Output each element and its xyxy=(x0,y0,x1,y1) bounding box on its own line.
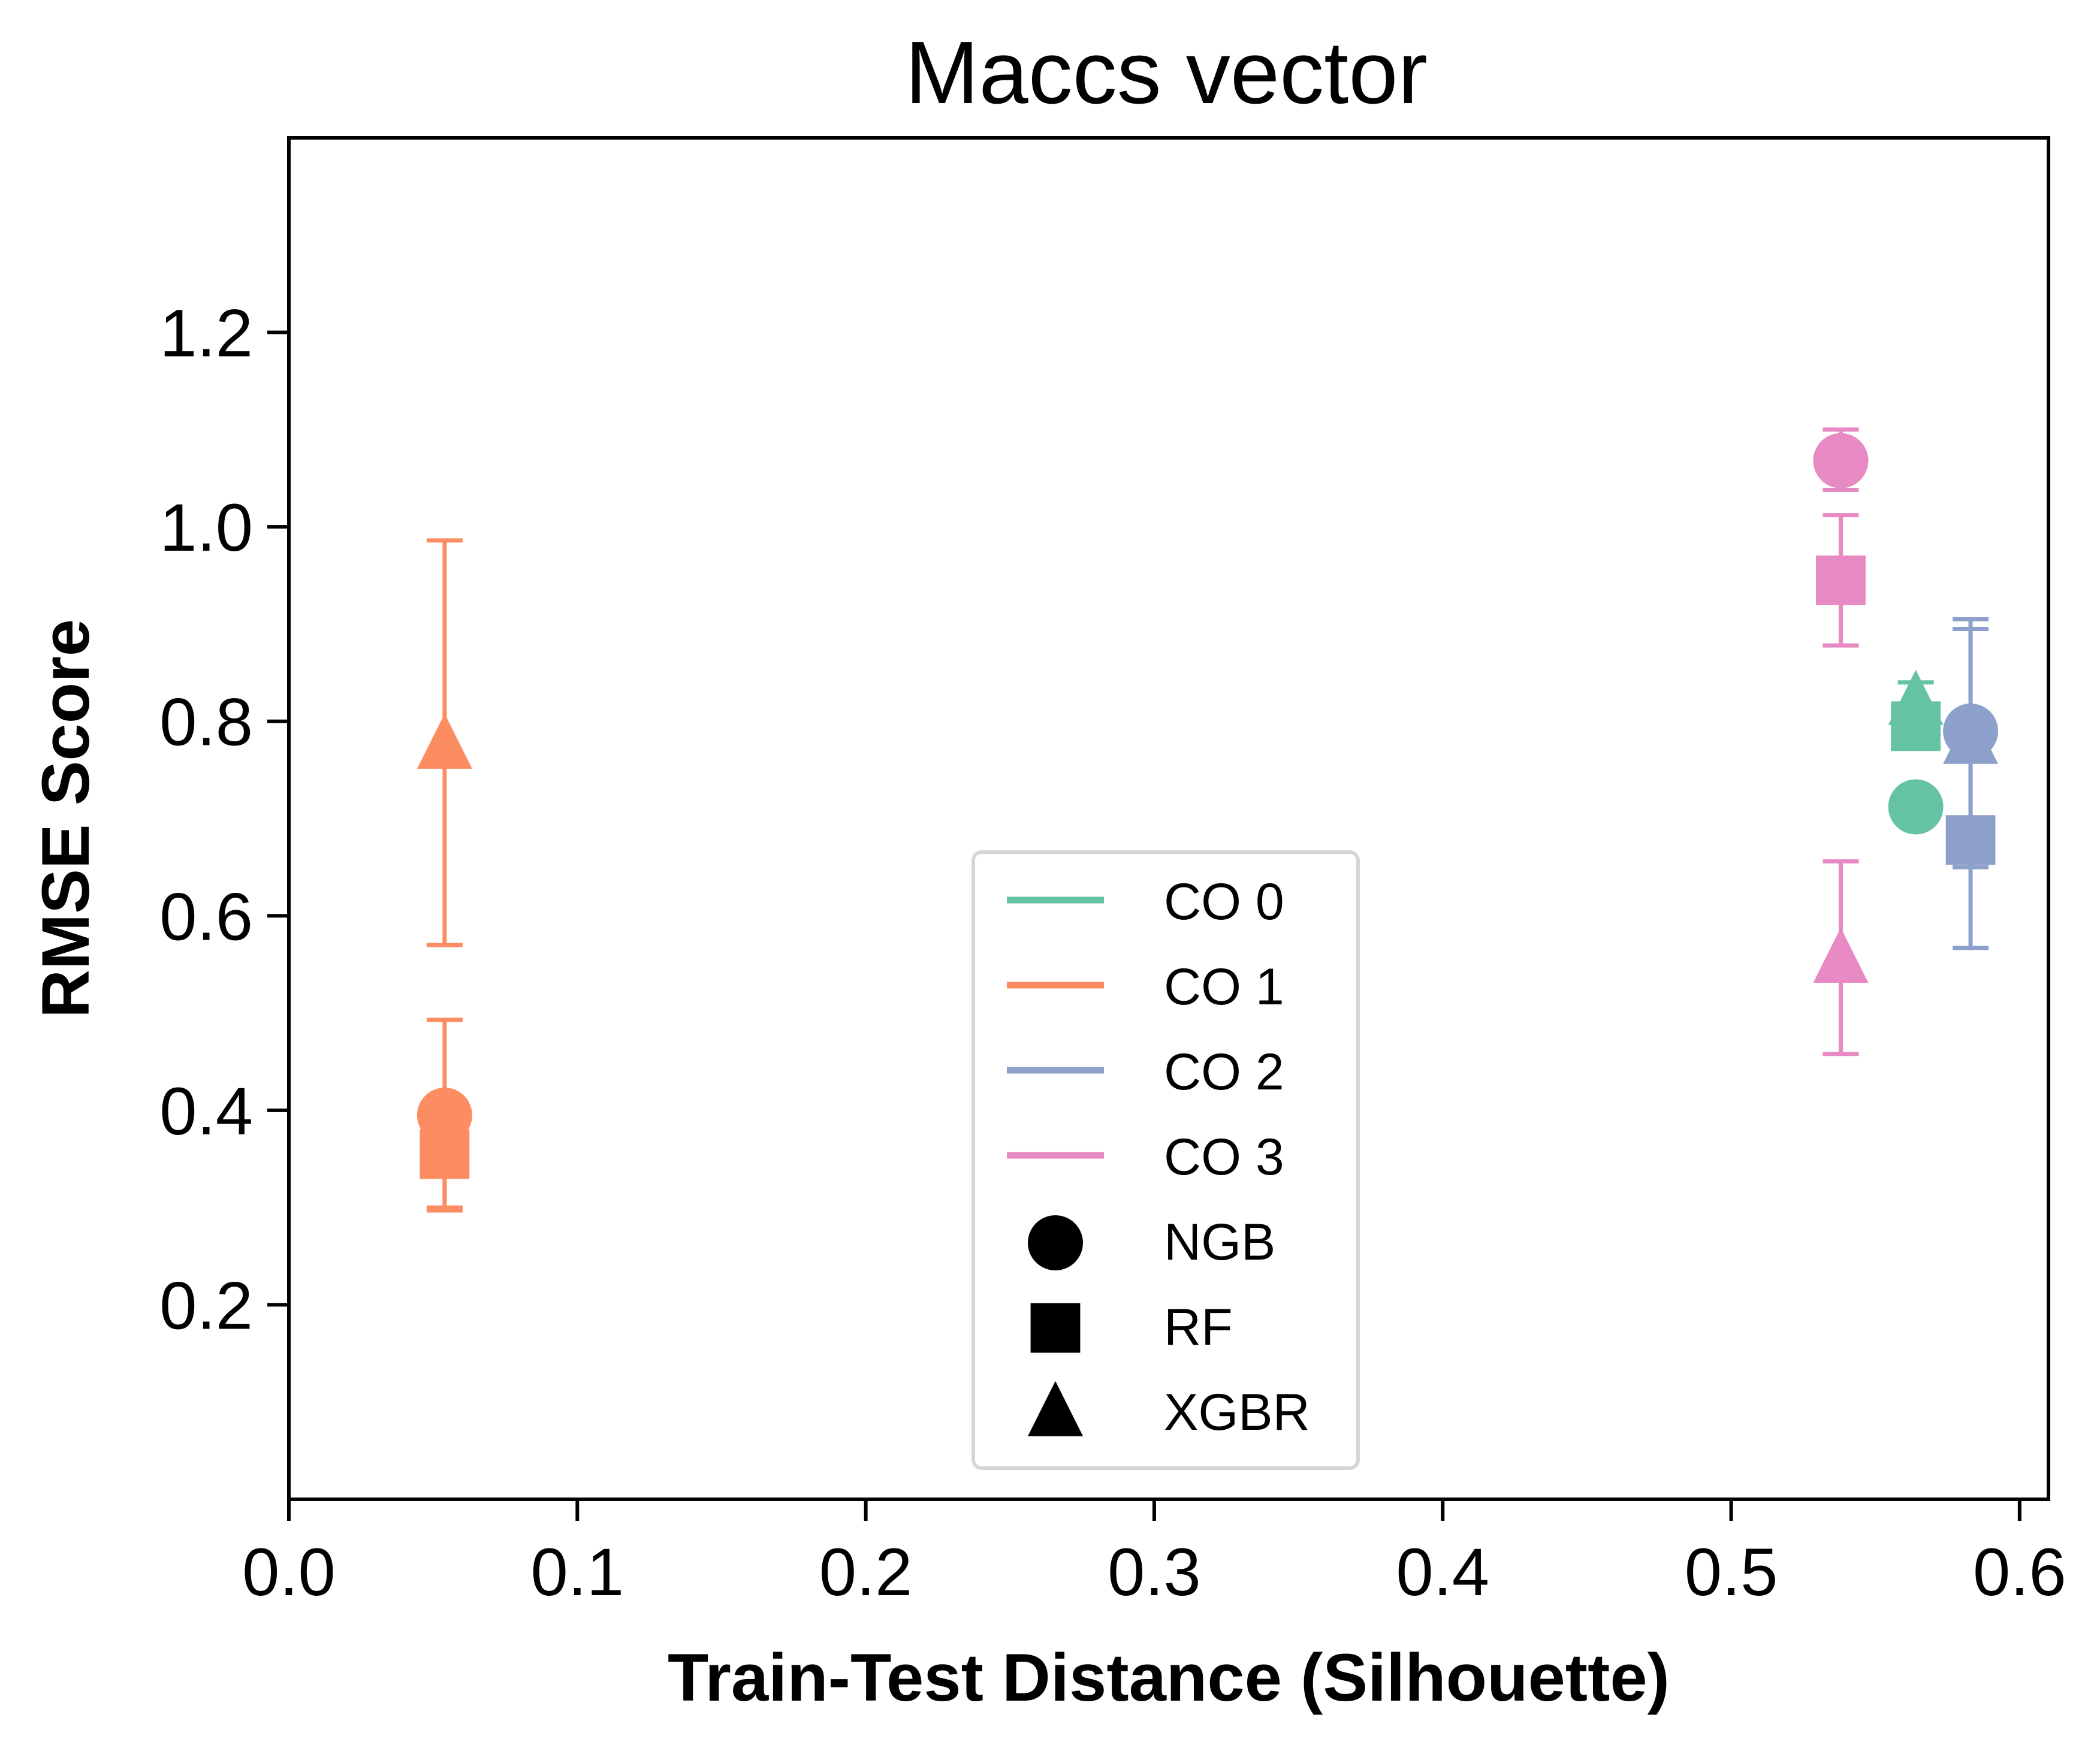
data-point-ngb xyxy=(417,1087,472,1143)
legend-label: CO 3 xyxy=(1164,1128,1284,1186)
y-tick-label: 0.2 xyxy=(159,1268,253,1343)
y-tick-label: 0.8 xyxy=(159,685,253,760)
data-point-xgbr xyxy=(417,713,472,769)
legend-marker-circle xyxy=(1028,1215,1083,1270)
legend-label: CO 2 xyxy=(1164,1043,1284,1101)
legend-label: CO 0 xyxy=(1164,873,1284,931)
x-tick-label: 0.3 xyxy=(1108,1535,1201,1610)
y-tick-label: 0.4 xyxy=(159,1074,253,1149)
plot-marks xyxy=(417,427,1999,1213)
legend-entry-rf: RF xyxy=(1030,1299,1233,1356)
legend-entry-co-1: CO 1 xyxy=(1007,958,1284,1016)
series-co-1 xyxy=(417,538,472,1213)
data-point-ngb xyxy=(1888,779,1944,835)
legend-marker-square xyxy=(1030,1303,1081,1353)
data-point-xgbr xyxy=(1943,708,1999,764)
legend-entry-co-0: CO 0 xyxy=(1007,873,1284,931)
legend-marker-triangle xyxy=(1028,1381,1083,1436)
y-tick-label: 1.2 xyxy=(159,296,253,371)
legend-entry-ngb: NGB xyxy=(1028,1213,1275,1271)
data-point-rf xyxy=(420,1129,470,1179)
legend-label: RF xyxy=(1164,1299,1233,1356)
x-tick-label: 0.6 xyxy=(1973,1535,2066,1610)
chart-title: Maccs vector xyxy=(905,23,1428,122)
series-co-2 xyxy=(1943,617,1999,950)
data-point-rf xyxy=(1945,815,1996,865)
plot-area-frame xyxy=(287,136,2050,1501)
x-axis-title: Train-Test Distance (Silhouette) xyxy=(668,1640,1670,1715)
x-tick-label: 0.5 xyxy=(1685,1535,1778,1610)
x-tick-label: 0.4 xyxy=(1396,1535,1489,1610)
y-axis-title: RMSE Score xyxy=(28,619,103,1018)
legend-label: XGBR xyxy=(1164,1384,1310,1441)
y-axis: 0.2 0.4 0.6 0.8 1.0 1.2 xyxy=(159,296,289,1343)
x-axis: 0.0 0.1 0.2 0.3 0.4 0.5 0.6 xyxy=(242,1499,2066,1610)
series-co-0 xyxy=(1888,669,1944,835)
y-tick-label: 0.6 xyxy=(159,879,253,954)
data-point-xgbr xyxy=(1888,669,1944,725)
legend-entry-co-2: CO 2 xyxy=(1007,1043,1284,1101)
x-tick-label: 0.1 xyxy=(530,1535,624,1610)
legend-label: CO 1 xyxy=(1164,958,1284,1016)
legend-label: NGB xyxy=(1164,1213,1275,1271)
data-point-ngb xyxy=(1813,433,1869,488)
y-tick-label: 1.0 xyxy=(159,490,253,565)
series-co-3 xyxy=(1813,427,1869,1056)
x-tick-label: 0.2 xyxy=(819,1535,913,1610)
legend: CO 0 CO 1 CO 2 CO 3 NGB RF XGBR xyxy=(971,850,1360,1470)
data-point-rf xyxy=(1816,555,1866,605)
data-point-xgbr xyxy=(1813,927,1869,983)
x-tick-label: 0.0 xyxy=(242,1535,336,1610)
legend-entry-co-3: CO 3 xyxy=(1007,1128,1284,1186)
legend-entry-xgbr: XGBR xyxy=(1028,1381,1310,1441)
